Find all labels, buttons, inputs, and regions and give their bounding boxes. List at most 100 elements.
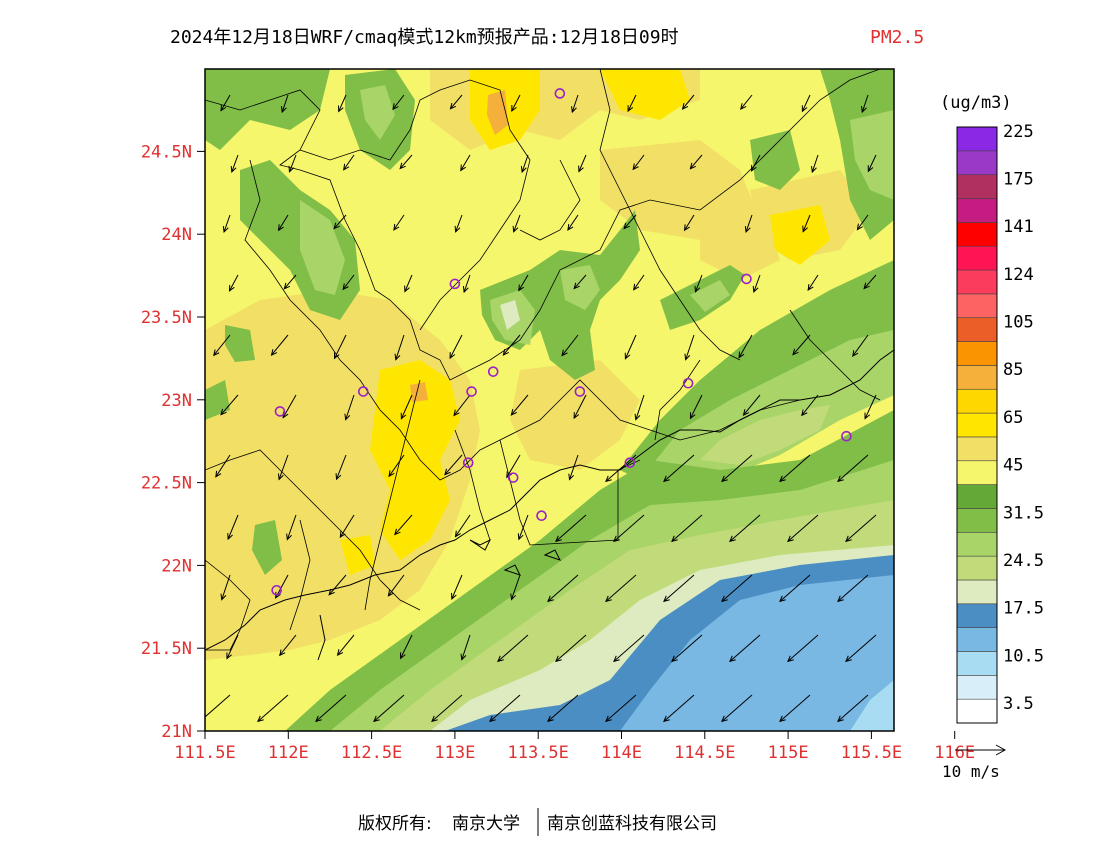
wind-arrow-head <box>338 105 344 113</box>
wind-arrow <box>518 514 529 540</box>
wind-arrow <box>257 694 289 722</box>
wind-arrow-head <box>343 163 350 171</box>
wind-arrow <box>605 694 637 722</box>
wind-arrow <box>845 634 877 662</box>
wind-arrow <box>721 694 753 722</box>
wind-arrow-head <box>740 103 747 110</box>
wind-arrow <box>220 94 231 111</box>
wind-arrow-head <box>837 475 844 483</box>
wind-arrow-head <box>845 535 852 543</box>
wind-arrow <box>729 514 761 542</box>
wind-arrow <box>571 94 579 113</box>
wind-arrow <box>431 694 463 722</box>
x-tick-label: 111.5E <box>174 743 235 763</box>
station-markers <box>271 88 852 596</box>
wind-arrow <box>569 454 579 480</box>
wind-arrow <box>460 154 471 171</box>
wind-arrow-head <box>729 655 736 663</box>
station-marker <box>574 386 586 397</box>
wind-arrow <box>223 214 231 233</box>
wind-arrow <box>338 94 347 112</box>
wind-arrow-head <box>845 655 852 663</box>
wind-arrow-head <box>547 595 554 603</box>
wind-arrow <box>399 154 413 169</box>
legend-swatch <box>956 675 998 700</box>
wind-arrow <box>740 94 753 110</box>
wind-arrow <box>605 454 637 482</box>
wind-arrow <box>395 334 405 360</box>
wind-arrow-head <box>633 283 640 291</box>
wind-arrow <box>521 154 529 173</box>
wind-arrow-head <box>510 593 517 601</box>
wind-arrow-head <box>721 595 728 603</box>
wind-arrow-head <box>837 715 844 723</box>
conc-65-85-patches <box>340 69 830 575</box>
wind-arrow-head <box>333 222 340 230</box>
wind-arrow <box>271 334 289 356</box>
wind-arrow <box>444 454 463 475</box>
wind-arrow-head <box>837 595 844 603</box>
wind-arrow-head <box>283 282 291 290</box>
x-tick-label: 115E <box>768 743 809 763</box>
wind-arrow <box>547 574 579 602</box>
wind-arrow <box>450 94 463 110</box>
wind-reference: 10 m/s <box>942 744 1007 781</box>
y-tick-label: 22N <box>161 556 192 576</box>
legend-swatch <box>956 484 998 509</box>
wind-arrow <box>220 394 239 416</box>
wind-arrow <box>802 214 811 232</box>
wind-arrow <box>339 514 355 538</box>
legend-label: 141 <box>1003 217 1034 237</box>
wind-arrow-head <box>404 285 410 293</box>
wind-arrow-head <box>213 349 220 357</box>
wind-arrow <box>400 634 413 659</box>
wind-arrow <box>497 634 529 662</box>
wind-arrow <box>863 274 877 289</box>
wind-arrow-head <box>444 468 451 476</box>
wind-arrow <box>837 574 869 602</box>
wind-arrow-head <box>811 166 817 174</box>
wind-arrow <box>337 634 355 656</box>
wind-arrow-head <box>497 655 504 663</box>
legend-label: 10.5 <box>1003 646 1044 666</box>
wind-arrow-head <box>663 715 670 723</box>
y-tick-label: 24.5N <box>141 142 192 162</box>
wind-arrow-head <box>623 222 630 230</box>
wind-arrow-head <box>689 412 696 420</box>
wind-arrow-head <box>779 475 786 483</box>
wind-arrow <box>751 154 761 172</box>
legend-swatch <box>956 269 998 295</box>
station-marker <box>449 278 461 290</box>
legend-swatch <box>956 531 998 557</box>
legend-label: 105 <box>1003 313 1034 333</box>
wind-arrow-head <box>721 475 728 483</box>
wind-arrow <box>689 154 703 170</box>
wind-arrow <box>729 634 761 662</box>
wind-arrow-head <box>729 535 736 543</box>
wind-arrow <box>624 334 637 359</box>
wind-arrow <box>573 394 587 419</box>
wind-arrow-head <box>852 350 859 358</box>
wind-arrow <box>837 694 869 722</box>
x-tick-label: 112E <box>268 743 309 763</box>
wind-arrow-head <box>750 164 757 172</box>
wind-arrow-head <box>681 102 689 110</box>
wind-arrow <box>787 514 819 542</box>
wind-arrow <box>690 394 703 419</box>
wind-arrow-head <box>275 591 281 599</box>
wind-arrow <box>315 694 347 722</box>
legend-swatch <box>956 436 998 462</box>
wind-arrow <box>510 394 529 416</box>
y-tick-label: 24N <box>161 225 192 245</box>
wind-arrow-head <box>449 102 457 110</box>
legend-swatch <box>956 198 998 223</box>
x-tick-label: 114E <box>601 743 642 763</box>
wind-arrow-head <box>451 592 457 600</box>
wind-arrow-head <box>792 348 799 356</box>
legend-swatch <box>956 555 998 581</box>
wind-arrow <box>753 274 761 293</box>
wind-arrow-head <box>230 165 237 173</box>
wind-arrow-head <box>286 533 292 541</box>
legend-label: 175 <box>1003 170 1034 190</box>
wind-arrow-head <box>288 165 295 173</box>
